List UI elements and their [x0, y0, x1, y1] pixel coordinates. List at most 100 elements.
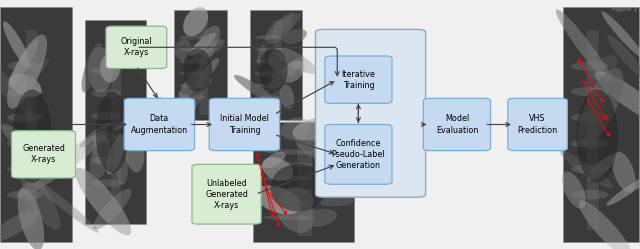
Ellipse shape	[20, 167, 60, 230]
Ellipse shape	[578, 68, 623, 146]
Ellipse shape	[257, 44, 266, 66]
Ellipse shape	[579, 200, 632, 249]
Ellipse shape	[274, 47, 317, 74]
FancyBboxPatch shape	[587, 30, 598, 230]
Ellipse shape	[571, 87, 609, 96]
Ellipse shape	[602, 11, 640, 60]
Ellipse shape	[255, 186, 301, 214]
Ellipse shape	[606, 175, 640, 206]
Text: Original
X-rays: Original X-rays	[120, 37, 152, 57]
Ellipse shape	[588, 154, 617, 181]
FancyBboxPatch shape	[199, 20, 208, 115]
Ellipse shape	[271, 72, 291, 84]
Text: Iterative
Training: Iterative Training	[342, 70, 375, 90]
Ellipse shape	[571, 138, 609, 148]
Ellipse shape	[7, 87, 43, 96]
Text: Generated
X-rays: Generated X-rays	[22, 144, 65, 164]
FancyBboxPatch shape	[192, 164, 261, 224]
Ellipse shape	[7, 113, 43, 122]
FancyBboxPatch shape	[124, 98, 195, 151]
Ellipse shape	[263, 189, 314, 194]
Ellipse shape	[259, 48, 287, 92]
Ellipse shape	[299, 209, 337, 227]
Ellipse shape	[265, 17, 292, 44]
Ellipse shape	[3, 21, 31, 68]
Ellipse shape	[292, 118, 338, 140]
Ellipse shape	[255, 83, 281, 88]
Ellipse shape	[13, 59, 49, 98]
Ellipse shape	[560, 151, 614, 189]
FancyBboxPatch shape	[508, 98, 568, 151]
FancyBboxPatch shape	[174, 10, 227, 120]
Ellipse shape	[255, 71, 281, 76]
Ellipse shape	[0, 62, 33, 115]
Ellipse shape	[8, 39, 38, 88]
Text: Confidence
Pseudo-Label
Generation: Confidence Pseudo-Label Generation	[332, 139, 385, 170]
Ellipse shape	[189, 33, 216, 56]
Ellipse shape	[76, 168, 131, 235]
Ellipse shape	[571, 164, 609, 174]
Ellipse shape	[270, 13, 301, 39]
Ellipse shape	[100, 54, 120, 82]
Text: Initial Model
Training: Initial Model Training	[220, 115, 269, 134]
Ellipse shape	[595, 71, 640, 122]
Ellipse shape	[607, 35, 640, 77]
Ellipse shape	[255, 95, 281, 100]
Ellipse shape	[92, 179, 122, 187]
Ellipse shape	[179, 47, 205, 52]
Ellipse shape	[92, 112, 122, 120]
Ellipse shape	[183, 48, 212, 92]
Ellipse shape	[271, 164, 326, 212]
Ellipse shape	[113, 97, 162, 131]
Ellipse shape	[268, 57, 304, 91]
Ellipse shape	[1, 124, 53, 168]
FancyBboxPatch shape	[0, 7, 72, 242]
FancyBboxPatch shape	[111, 40, 121, 214]
Ellipse shape	[0, 210, 38, 242]
Ellipse shape	[263, 202, 314, 207]
Ellipse shape	[92, 157, 122, 165]
Ellipse shape	[276, 191, 315, 233]
Ellipse shape	[178, 93, 197, 106]
Ellipse shape	[263, 176, 314, 181]
Text: Model
Evaluation: Model Evaluation	[436, 115, 478, 134]
FancyBboxPatch shape	[298, 133, 312, 236]
Ellipse shape	[179, 59, 205, 64]
Ellipse shape	[280, 187, 314, 212]
Ellipse shape	[92, 67, 122, 75]
FancyBboxPatch shape	[563, 7, 639, 242]
Ellipse shape	[571, 61, 609, 71]
FancyBboxPatch shape	[106, 26, 166, 68]
Ellipse shape	[9, 73, 42, 97]
FancyBboxPatch shape	[316, 29, 426, 197]
Ellipse shape	[282, 61, 305, 82]
Ellipse shape	[79, 123, 109, 148]
Ellipse shape	[90, 141, 109, 179]
Ellipse shape	[263, 149, 314, 154]
FancyBboxPatch shape	[325, 56, 392, 103]
Ellipse shape	[198, 58, 219, 83]
Ellipse shape	[315, 193, 355, 206]
Ellipse shape	[562, 171, 586, 209]
Ellipse shape	[19, 169, 99, 233]
Ellipse shape	[556, 9, 612, 83]
Ellipse shape	[571, 190, 609, 199]
Ellipse shape	[178, 68, 204, 102]
FancyBboxPatch shape	[253, 122, 354, 242]
Ellipse shape	[7, 164, 43, 174]
Ellipse shape	[7, 190, 43, 199]
Ellipse shape	[180, 103, 196, 115]
Ellipse shape	[590, 55, 618, 80]
Ellipse shape	[7, 138, 43, 148]
Ellipse shape	[255, 47, 281, 52]
Ellipse shape	[282, 29, 307, 44]
Ellipse shape	[106, 134, 125, 174]
Ellipse shape	[183, 7, 208, 36]
FancyBboxPatch shape	[325, 124, 392, 184]
Ellipse shape	[263, 152, 285, 168]
Ellipse shape	[255, 35, 281, 40]
Ellipse shape	[199, 43, 216, 68]
FancyBboxPatch shape	[250, 10, 302, 120]
Ellipse shape	[125, 130, 145, 172]
Ellipse shape	[195, 76, 212, 88]
